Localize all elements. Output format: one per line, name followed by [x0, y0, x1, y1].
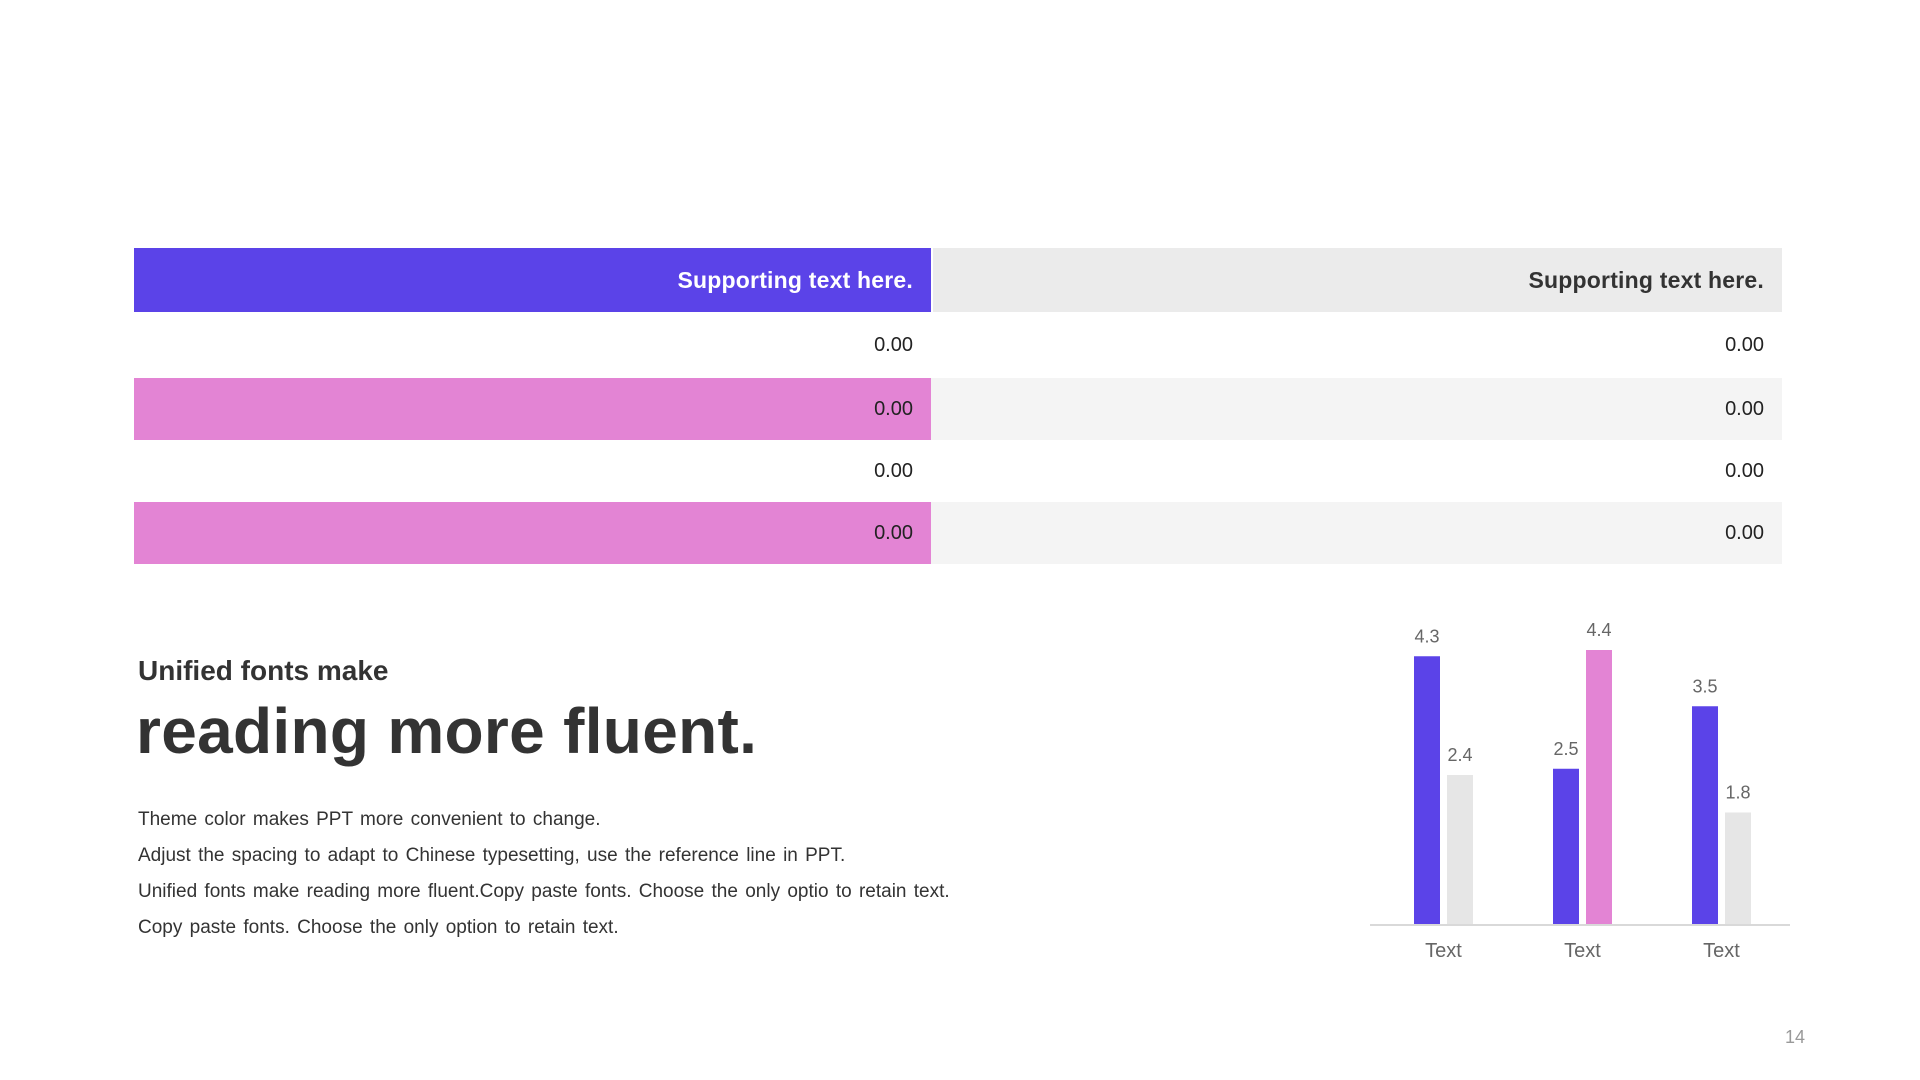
- chart-tick-label: Text: [1425, 940, 1462, 962]
- body-line: Unified fonts make reading more fluent.C…: [138, 881, 950, 902]
- table-cell: 0.00: [134, 378, 931, 440]
- body-text: Theme color makes PPT more convenient to…: [138, 802, 950, 946]
- chart-bar: [1414, 656, 1440, 925]
- data-table: Supporting text here. Supporting text he…: [134, 248, 1782, 564]
- table-cell: 0.00: [931, 378, 1782, 440]
- bar-chart: 4.3 2.4 Text 2.5 4.4 Text 3.5 1.8 Text: [1370, 610, 1800, 970]
- table-row: 0.00 0.00: [134, 312, 1782, 378]
- body-line: Copy paste fonts. Choose the only option…: [138, 917, 619, 938]
- chart-bar: [1692, 706, 1718, 925]
- table-header-left: Supporting text here.: [134, 248, 931, 312]
- chart-data-label: 3.5: [1692, 676, 1717, 696]
- chart-data-label: 4.4: [1586, 620, 1611, 640]
- chart-data-label: 2.4: [1447, 745, 1472, 765]
- table-cell: 0.00: [1725, 459, 1764, 482]
- page-title: reading more fluent.: [136, 695, 758, 767]
- chart-tick-label: Text: [1703, 940, 1740, 962]
- chart-bar: [1725, 812, 1751, 925]
- table-cell: 0.00: [1725, 333, 1764, 356]
- table-cell: 0.00: [874, 333, 913, 356]
- chart-bar: [1553, 768, 1579, 925]
- table-row: 0.00 0.00: [134, 378, 1782, 440]
- page-number: 14: [1785, 1027, 1806, 1047]
- table-cell: 0.00: [134, 502, 931, 564]
- table-row: 0.00 0.00: [134, 440, 1782, 502]
- table-row: 0.00 0.00: [134, 502, 1782, 564]
- chart-tick-label: Text: [1564, 940, 1601, 962]
- body-line: Adjust the spacing to adapt to Chinese t…: [138, 845, 846, 866]
- subtitle: Unified fonts make: [138, 655, 389, 686]
- chart-data-label: 2.5: [1553, 739, 1578, 759]
- table-cell: 0.00: [874, 459, 913, 482]
- table-header-right: Supporting text here.: [931, 248, 1782, 312]
- table-cell: 0.00: [931, 502, 1782, 564]
- table-header-row: Supporting text here. Supporting text he…: [134, 248, 1782, 312]
- bar-chart-svg: 4.3 2.4 Text 2.5 4.4 Text 3.5 1.8 Text: [1370, 620, 1790, 962]
- chart-bar: [1447, 775, 1473, 925]
- chart-data-label: 1.8: [1725, 783, 1750, 803]
- body-line: Theme color makes PPT more convenient to…: [138, 809, 601, 830]
- chart-bar: [1586, 650, 1612, 925]
- chart-data-label: 4.3: [1414, 626, 1439, 646]
